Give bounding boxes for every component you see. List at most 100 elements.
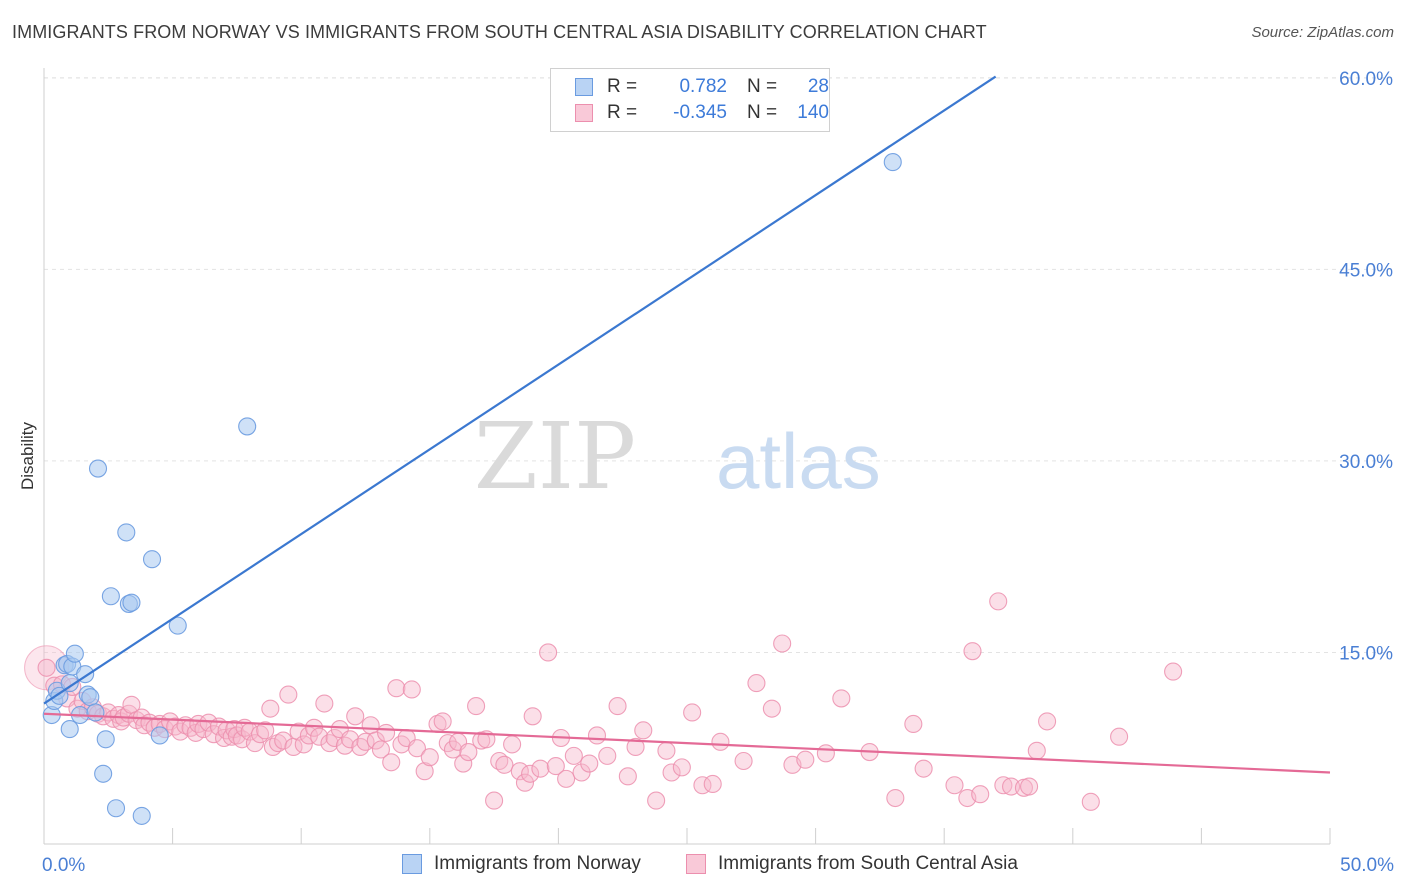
sca-point bbox=[459, 743, 478, 762]
sca-point bbox=[371, 740, 390, 759]
bottom-legend-label-norway: Immigrants from Norway bbox=[434, 853, 641, 874]
sca-point bbox=[546, 757, 565, 776]
sca-point bbox=[294, 735, 313, 754]
sca-point bbox=[608, 697, 627, 716]
sca-point bbox=[1027, 741, 1046, 760]
sca-point bbox=[816, 744, 835, 763]
sca-point bbox=[510, 762, 529, 781]
sca-point bbox=[523, 707, 542, 726]
sca-point bbox=[647, 791, 666, 810]
tick-labels: 15.0% 30.0% 45.0% 60.0% 0.0% 50.0% bbox=[42, 69, 1394, 876]
sca-point bbox=[495, 755, 514, 774]
legend-swatch-sca bbox=[575, 104, 593, 122]
norway-point bbox=[101, 587, 120, 606]
sca-point bbox=[832, 689, 851, 708]
series-norway-points bbox=[42, 153, 902, 825]
sca-point bbox=[914, 759, 933, 778]
sca-point bbox=[711, 732, 730, 751]
legend-n-label: N = bbox=[747, 76, 778, 97]
trend-lines bbox=[43, 75, 1331, 774]
sca-point bbox=[557, 769, 576, 788]
legend-swatch-norway bbox=[575, 78, 593, 96]
trend-line-sca bbox=[43, 712, 1331, 774]
sca-point bbox=[261, 699, 280, 718]
sca-point bbox=[539, 643, 558, 662]
sca-point bbox=[1081, 792, 1100, 811]
sca-point bbox=[1020, 777, 1039, 796]
sca-point bbox=[994, 776, 1013, 795]
y-tick-label: 30.0% bbox=[1339, 452, 1393, 473]
norway-point bbox=[132, 806, 151, 825]
norway-point bbox=[238, 417, 257, 436]
legend-n-value: 140 bbox=[797, 102, 829, 123]
sca-point bbox=[351, 737, 370, 756]
watermark-atlas: atlas bbox=[716, 417, 881, 505]
legend-r-label: R = bbox=[607, 76, 638, 97]
legend-r-label: R = bbox=[607, 102, 638, 123]
sca-point bbox=[521, 764, 540, 783]
sca-point bbox=[662, 763, 681, 782]
sca-point bbox=[531, 759, 550, 778]
norway-point bbox=[883, 153, 902, 172]
sca-point bbox=[320, 734, 339, 753]
norway-point bbox=[142, 550, 162, 569]
sca-point bbox=[1002, 777, 1021, 796]
sca-point bbox=[305, 718, 324, 737]
norway-point bbox=[150, 726, 169, 745]
sca-point bbox=[485, 791, 504, 810]
chart-title: IMMIGRANTS FROM NORWAY VS IMMIGRANTS FRO… bbox=[12, 22, 987, 42]
legend-r-value: 0.782 bbox=[679, 76, 727, 97]
sca-point bbox=[256, 721, 275, 740]
sca-point bbox=[564, 746, 583, 765]
sca-point bbox=[325, 728, 344, 748]
sca-point bbox=[269, 734, 288, 753]
bottom-legend-sca: Immigrants from South Central Asia bbox=[686, 852, 1018, 876]
sca-point bbox=[415, 762, 434, 781]
sca-point bbox=[734, 751, 753, 771]
sca-point bbox=[274, 731, 293, 750]
bottom-legend-label-sca: Immigrants from South Central Asia bbox=[718, 853, 1018, 874]
bottom-legend-swatch-sca bbox=[686, 854, 706, 874]
sca-point bbox=[245, 734, 264, 753]
legend-n-label: N = bbox=[747, 102, 778, 123]
bottom-legend-norway: Immigrants from Norway bbox=[402, 852, 641, 876]
sca-point bbox=[503, 735, 522, 754]
norway-point bbox=[88, 459, 108, 478]
axes bbox=[43, 68, 1331, 845]
sca-point bbox=[703, 774, 722, 794]
norway-point bbox=[122, 593, 141, 612]
sca-point bbox=[618, 767, 637, 786]
sca-point bbox=[515, 773, 535, 792]
sca-point bbox=[598, 746, 617, 765]
y-tick-label: 60.0% bbox=[1339, 69, 1393, 90]
y-tick-label: 45.0% bbox=[1339, 260, 1393, 281]
legend-row-sca: R = -0.345 N = 140 bbox=[575, 101, 829, 125]
sca-point bbox=[377, 723, 396, 742]
sca-point bbox=[1164, 662, 1183, 681]
y-tick-label: 15.0% bbox=[1339, 643, 1393, 664]
sca-point bbox=[315, 694, 334, 713]
norway-point bbox=[106, 799, 126, 818]
sca-point bbox=[796, 750, 815, 769]
watermark: ZIP atlas bbox=[474, 403, 881, 510]
series-sca-points bbox=[24, 592, 1183, 811]
sca-point bbox=[626, 737, 645, 756]
sca-point bbox=[402, 680, 421, 699]
sca-point bbox=[945, 776, 964, 795]
sca-point bbox=[672, 758, 691, 777]
sca-point bbox=[587, 726, 607, 745]
sca-point bbox=[886, 788, 905, 808]
sca-point bbox=[407, 739, 426, 758]
watermark-zip: ZIP bbox=[474, 403, 636, 510]
norway-point bbox=[65, 644, 84, 663]
norway-point bbox=[94, 764, 113, 783]
sca-point bbox=[279, 685, 298, 704]
sca-point bbox=[904, 714, 923, 734]
norway-point bbox=[96, 730, 115, 749]
legend-row-norway: R = 0.782 N = 28 bbox=[575, 75, 829, 99]
sca-point bbox=[580, 754, 599, 773]
sca-point bbox=[747, 674, 766, 693]
sca-point bbox=[634, 721, 653, 740]
sca-point bbox=[382, 753, 401, 772]
